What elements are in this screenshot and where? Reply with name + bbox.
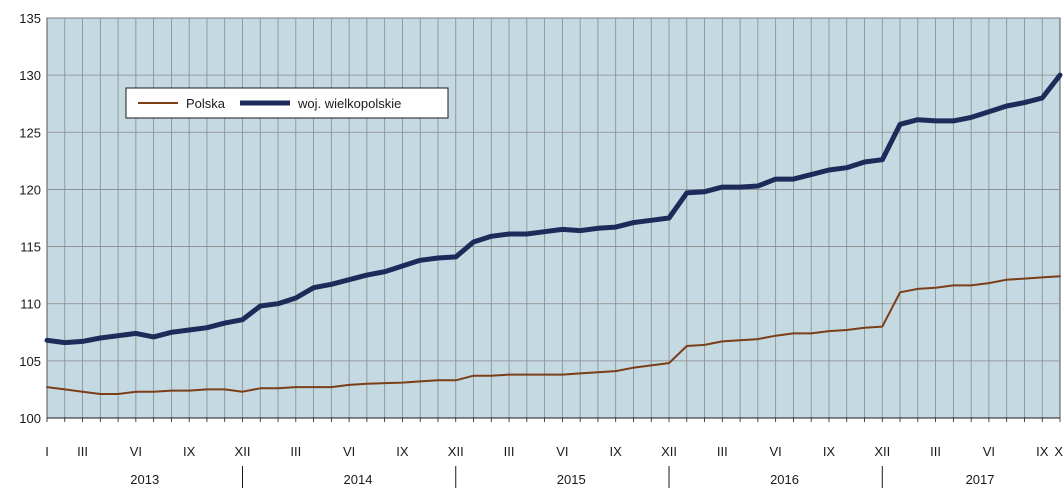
x-month-label: XII [448,444,464,459]
x-axis: I III VI IX XII III VI IX XII III VI IX XII III VI IX XI… [45,417,1063,488]
y-tick-label: 125 [19,125,41,140]
series-line-polska [46,275,1061,395]
y-tick-label: 120 [19,182,41,197]
plot-background [46,17,1061,419]
legend-label-polska: Polska [186,96,226,111]
x-month-label: IX [1036,444,1049,459]
x-month-label: IX [396,444,409,459]
x-year-label: 2014 [344,472,373,487]
legend-label-wielkopolskie: woj. wielkopolskie [297,96,401,111]
x-month-label: VI [343,444,355,459]
x-month-label: I [45,444,49,459]
x-month-label: IX [823,444,836,459]
x-month-label: VI [130,444,142,459]
vertical-gridlines [64,18,1043,418]
x-year-label: 2013 [130,472,159,487]
x-year-label: 2017 [966,472,995,487]
legend: Polska woj. wielkopolskie [125,87,449,119]
x-year-label: 2016 [770,472,799,487]
series-line-wielkopolskie [44,72,1063,346]
x-month-label: VI [770,444,782,459]
y-axis: 100 105 110 115 120 125 130 135 [19,11,41,426]
y-tick-label: 115 [20,240,41,255]
x-month-label: III [77,444,88,459]
y-tick-label: 100 [19,411,41,426]
x-month-label: XII [661,444,677,459]
series-lines [44,72,1063,395]
x-month-label: VI [556,444,568,459]
x-month-label: IX [610,444,623,459]
x-month-label: III [930,444,941,459]
x-month-label: VI [983,444,995,459]
x-month-label: III [717,444,728,459]
y-tick-label: 105 [19,354,41,369]
x-month-label: III [290,444,301,459]
x-year-label: 2015 [557,472,586,487]
x-month-label: IX [183,444,196,459]
y-tick-label: 110 [20,297,41,312]
x-month-label: XII [235,444,251,459]
x-month-label: XII [874,444,890,459]
x-month-label: X [1054,444,1063,459]
y-tick-label: 135 [19,11,41,26]
y-tick-label: 130 [19,68,41,83]
x-month-label: III [504,444,515,459]
